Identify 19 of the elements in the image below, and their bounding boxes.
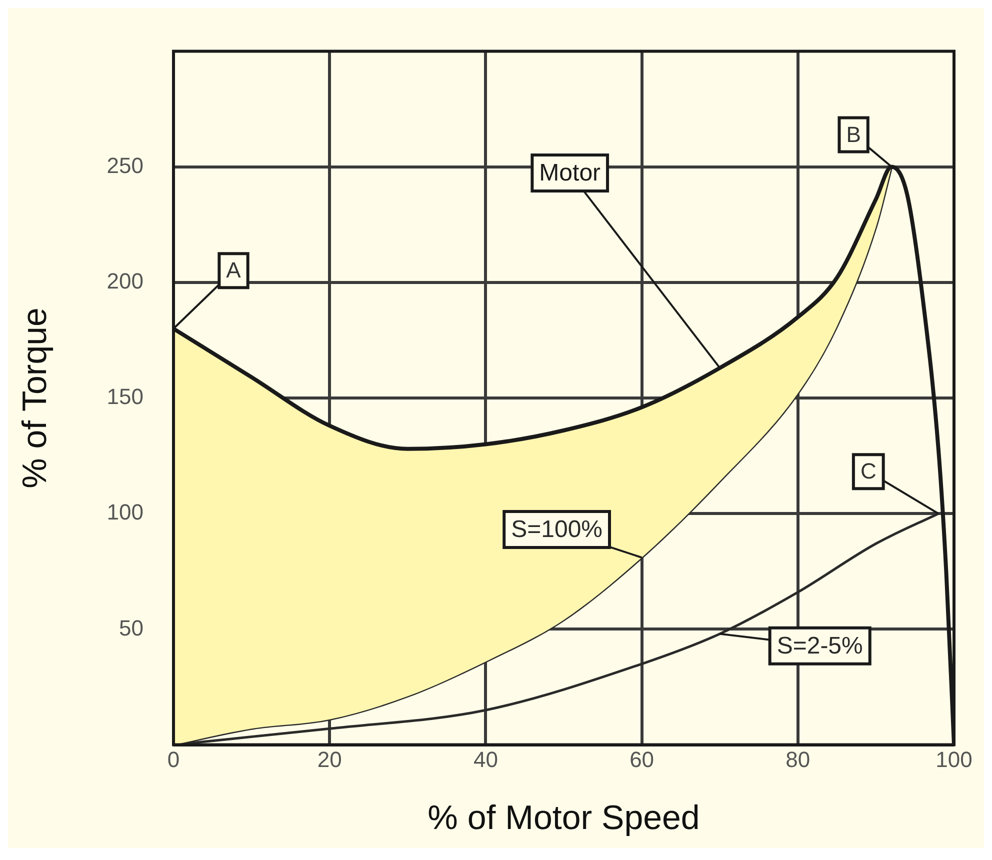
y-axis-title: % of Torque bbox=[16, 308, 54, 488]
series-label: S=100% bbox=[511, 516, 603, 544]
x-tick-label: 0 bbox=[167, 747, 180, 772]
text: Motor bbox=[539, 160, 601, 187]
x-tick-label: 80 bbox=[786, 747, 810, 772]
annotation: B bbox=[846, 122, 861, 147]
x-tick-label: 60 bbox=[630, 747, 654, 772]
y-tick-label: 50 bbox=[119, 615, 144, 640]
y-tick-label: 250 bbox=[106, 152, 144, 178]
x-tick-label: 100 bbox=[936, 747, 972, 772]
annotation: C bbox=[860, 458, 876, 484]
series-label: S=2-5% bbox=[776, 632, 863, 660]
x-tick-label: 20 bbox=[317, 747, 342, 772]
y-tick-label: 150 bbox=[106, 384, 144, 410]
y-tick-label: 100 bbox=[106, 500, 144, 525]
y-tick-label: 200 bbox=[106, 268, 144, 294]
x-axis-title: % of Motor Speed bbox=[428, 798, 700, 837]
x-tick-label: 40 bbox=[473, 747, 498, 772]
annotation: A bbox=[226, 258, 242, 283]
